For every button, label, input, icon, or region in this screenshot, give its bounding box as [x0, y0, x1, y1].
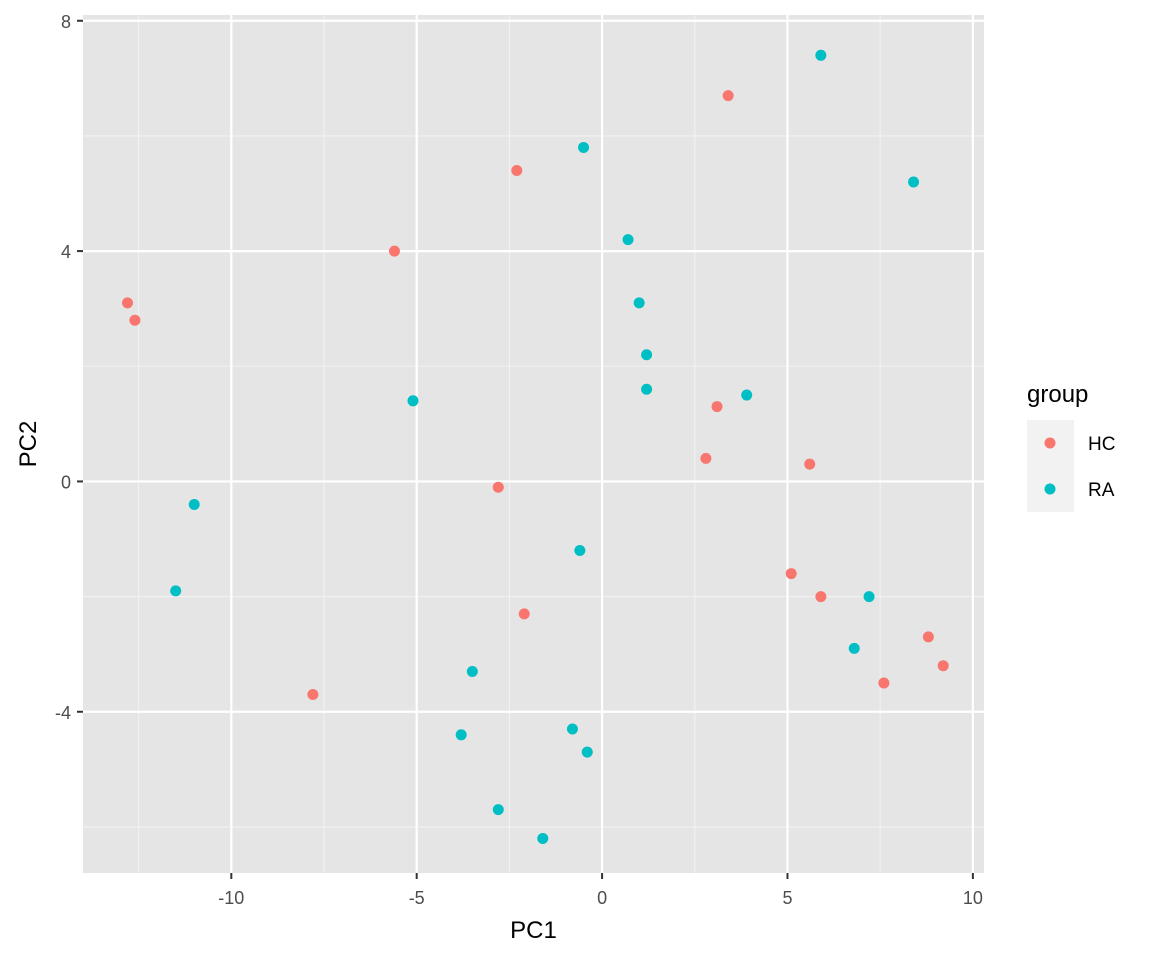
y-axis: -4 0 4 8 — [55, 12, 83, 723]
legend-items: HC RA — [1044, 434, 1115, 501]
data-point-ra — [622, 234, 634, 246]
y-tick-label: 8 — [61, 12, 71, 32]
data-point-ra — [492, 804, 504, 816]
data-point-hc — [804, 458, 816, 470]
x-tick-label: 5 — [782, 888, 792, 908]
legend-label-hc: HC — [1088, 434, 1115, 455]
legend-keys-background — [1027, 420, 1074, 512]
data-point-ra — [455, 729, 467, 741]
data-point-hc — [722, 90, 734, 102]
data-point-ra — [641, 349, 653, 361]
minor-gridlines — [83, 15, 984, 873]
data-point-hc — [518, 608, 530, 620]
x-tick-label: 0 — [597, 888, 607, 908]
data-point-hc — [121, 297, 133, 309]
data-point-ra — [908, 176, 920, 188]
legend-key-hc — [1044, 437, 1056, 449]
legend-label-ra: RA — [1088, 480, 1115, 501]
data-point-hc — [937, 660, 949, 672]
data-point-ra — [741, 389, 753, 401]
data-point-hc — [785, 568, 797, 580]
data-point-ra — [407, 395, 419, 407]
data-point-ra — [815, 49, 827, 61]
data-point-ra — [188, 498, 200, 510]
data-point-hc — [878, 677, 890, 689]
data-point-hc — [922, 631, 934, 643]
data-point-ra — [574, 545, 586, 557]
data-point-ra — [863, 591, 875, 603]
legend-title: group — [1027, 381, 1088, 408]
major-gridlines — [83, 15, 984, 873]
x-tick-label: 10 — [963, 888, 983, 908]
data-point-ra — [537, 832, 549, 844]
legend: group HC RA — [1027, 381, 1115, 512]
data-point-ra — [566, 723, 578, 735]
data-point-ra — [633, 297, 645, 309]
x-axis-title: PC1 — [510, 917, 557, 944]
data-point-hc — [511, 164, 523, 176]
data-point-ra — [848, 642, 860, 654]
y-tick-label: -4 — [55, 703, 71, 723]
legend-key-ra — [1044, 483, 1056, 495]
data-point-ra — [466, 665, 478, 677]
data-point-hc — [711, 401, 723, 413]
data-point-hc — [815, 591, 827, 603]
data-points — [121, 49, 949, 844]
data-point-ra — [581, 746, 593, 758]
data-point-ra — [578, 141, 590, 153]
x-tick-label: -5 — [409, 888, 425, 908]
y-tick-label: 4 — [61, 242, 71, 262]
y-tick-label: 0 — [61, 472, 71, 492]
data-point-hc — [700, 452, 712, 464]
panel-background — [83, 15, 984, 873]
data-point-hc — [492, 481, 504, 493]
y-axis-title: PC2 — [15, 421, 42, 468]
x-tick-label: -10 — [218, 888, 244, 908]
data-point-hc — [129, 314, 141, 326]
data-point-ra — [170, 585, 182, 597]
data-point-ra — [641, 383, 653, 395]
x-axis: -10 -5 0 5 10 — [218, 873, 983, 908]
data-point-hc — [388, 245, 400, 257]
data-point-hc — [307, 688, 319, 700]
